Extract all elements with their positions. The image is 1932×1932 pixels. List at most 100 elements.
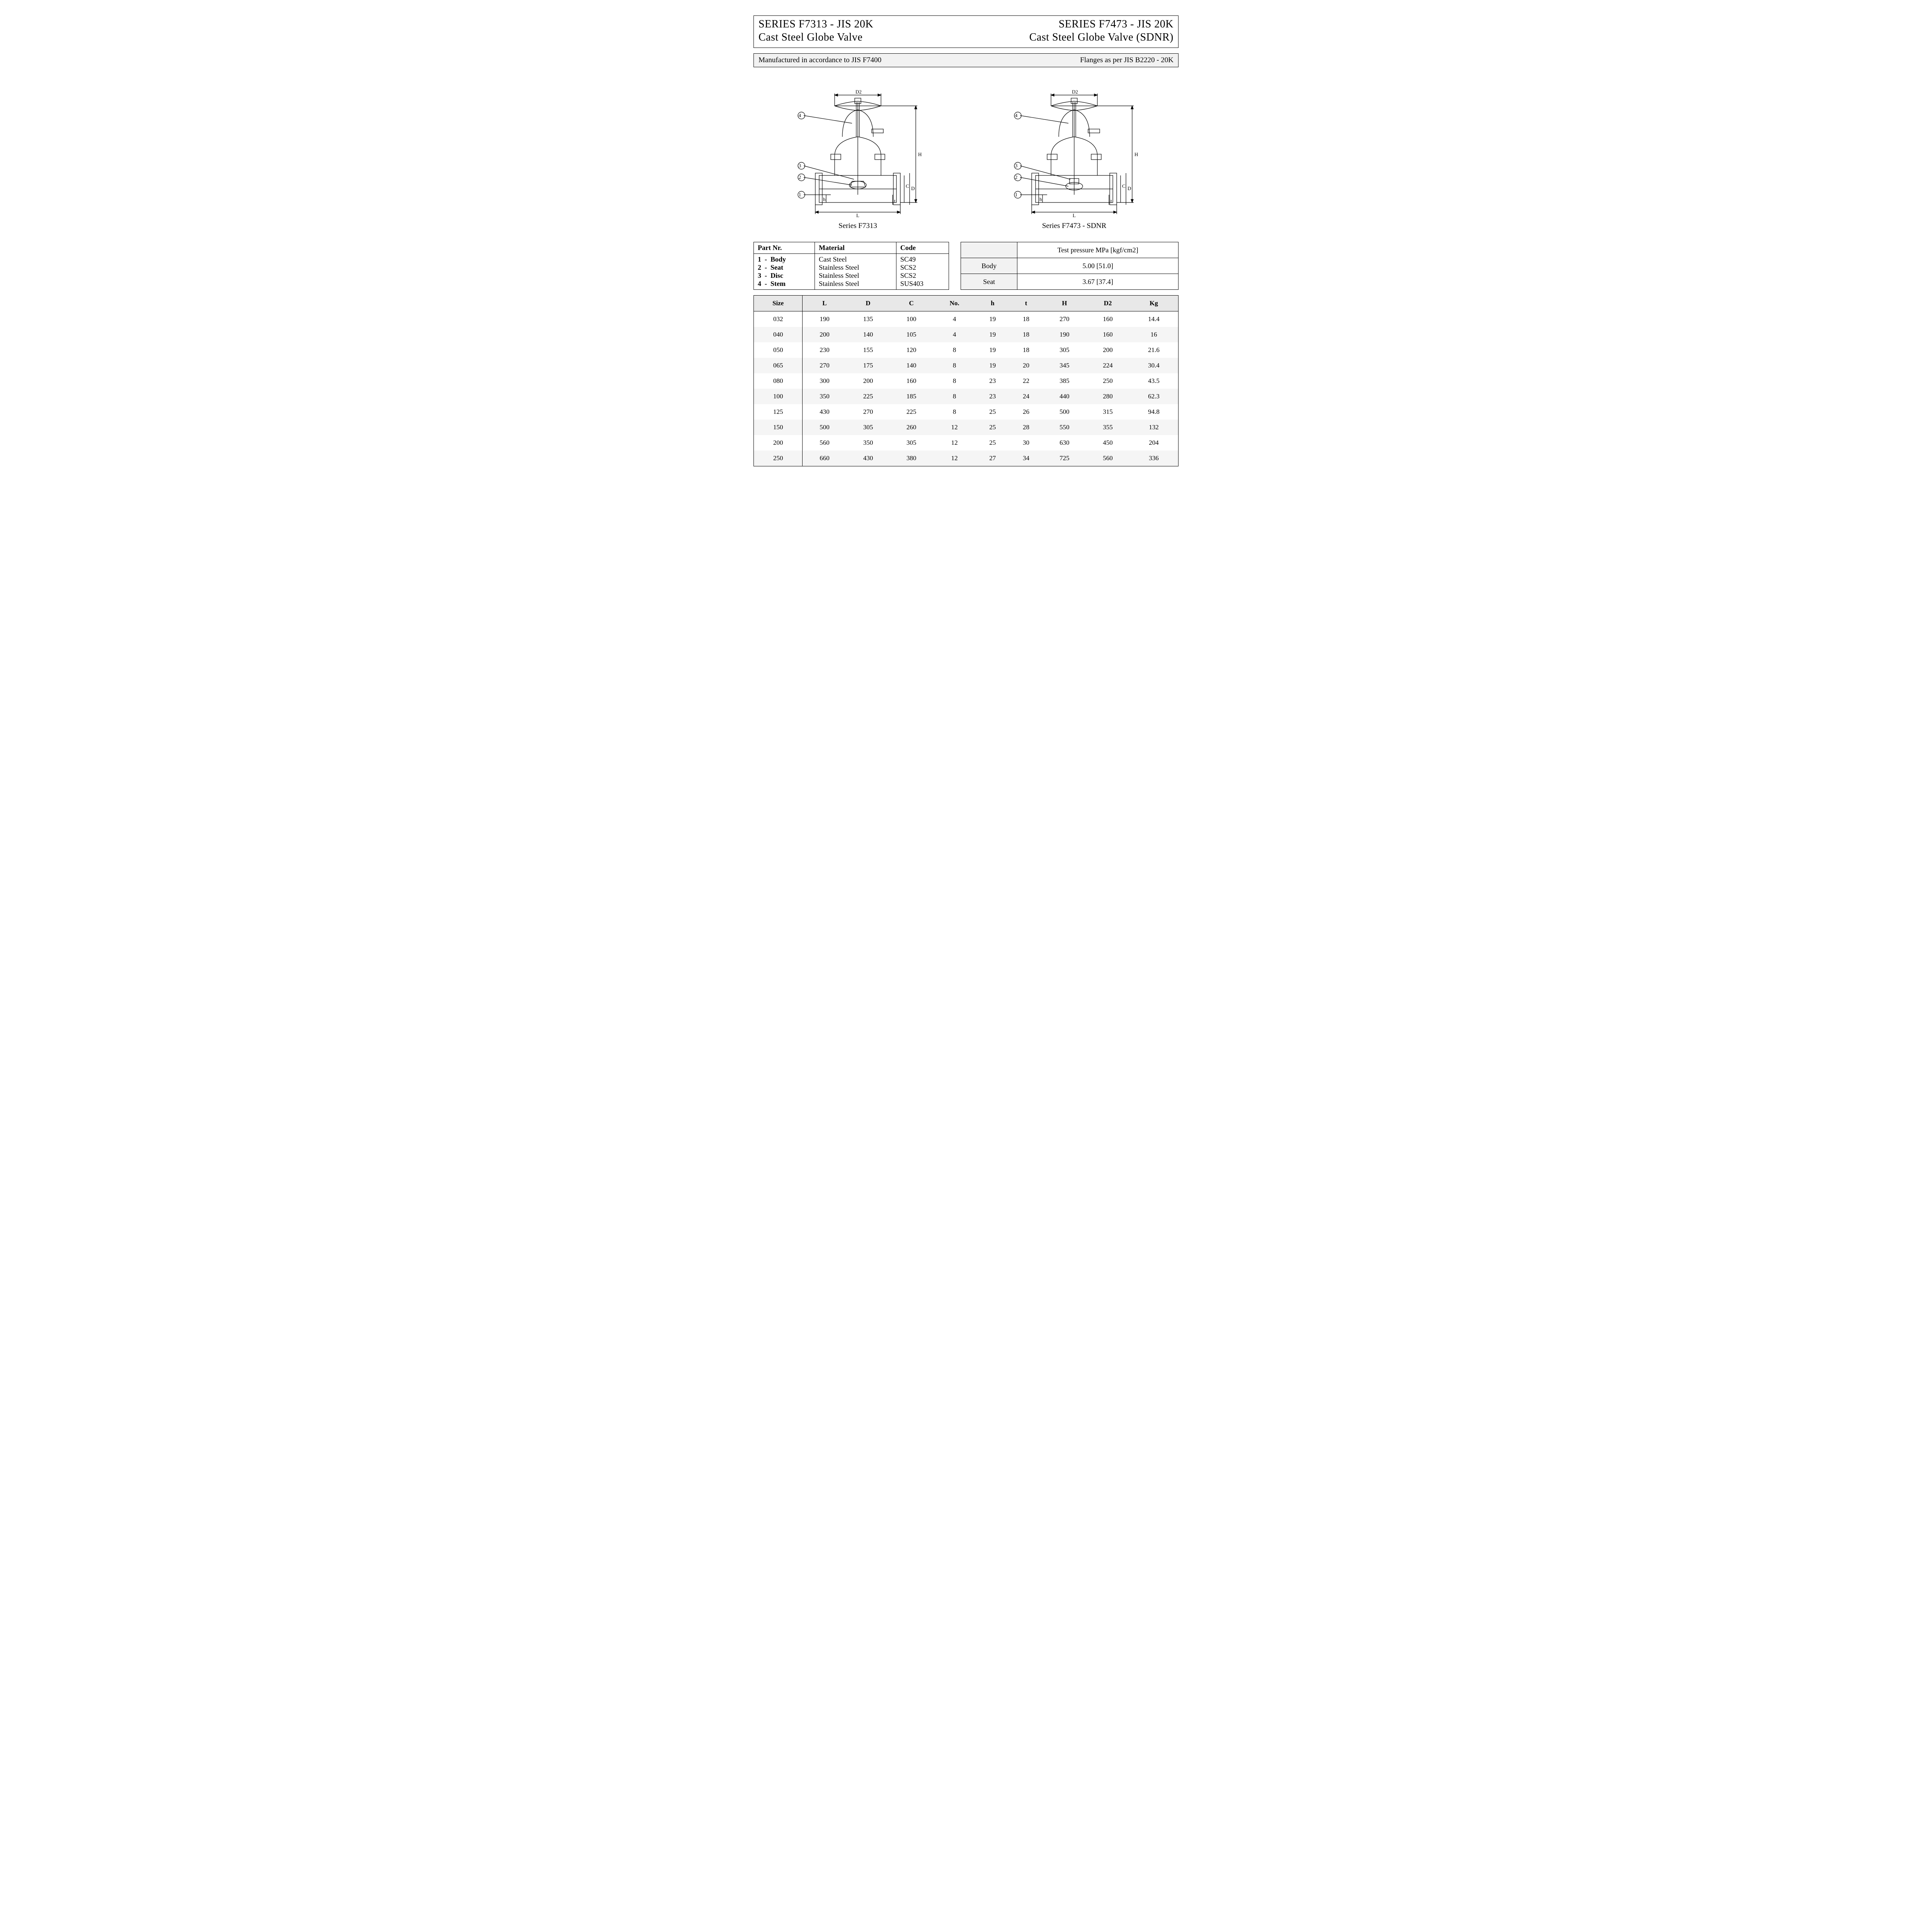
dim-cell: 12 bbox=[933, 435, 976, 451]
materials-table: Part Nr. Material Code 1 - Body2 - Seat3… bbox=[753, 242, 949, 290]
dim-cell: 380 bbox=[890, 451, 933, 466]
dim-cell: 25 bbox=[976, 435, 1009, 451]
dim-cell: 160 bbox=[1086, 311, 1129, 327]
dim-cell: 100 bbox=[754, 389, 803, 404]
drawing-left: D2 L H C D h t 4 3 2 1 Series F7313 bbox=[753, 79, 962, 238]
test-pressure-table: Test pressure MPa [kgf/cm2] Body 5.00 [5… bbox=[961, 242, 1179, 290]
dim-cell: 560 bbox=[803, 435, 847, 451]
dim-hdr-t: t bbox=[1009, 296, 1043, 311]
mid-tables-row: Part Nr. Material Code 1 - Body2 - Seat3… bbox=[753, 242, 1179, 290]
mat-hdr-material: Material bbox=[815, 242, 896, 254]
dim-cell: 43.5 bbox=[1129, 373, 1178, 389]
dim-cell: 280 bbox=[1086, 389, 1129, 404]
dim-header-row: SizeLDCNo.htHD2Kg bbox=[754, 296, 1179, 311]
dim-cell: 355 bbox=[1086, 420, 1129, 435]
dim-cell: 18 bbox=[1009, 327, 1043, 342]
dim-cell: 19 bbox=[976, 358, 1009, 373]
dim-cell: 065 bbox=[754, 358, 803, 373]
dim-cell: 430 bbox=[803, 404, 847, 420]
mat-hdr-part: Part Nr. bbox=[754, 242, 815, 254]
dim-cell: 315 bbox=[1086, 404, 1129, 420]
title-right-line1: SERIES F7473 - JIS 20K bbox=[1029, 18, 1173, 31]
dim-cell: 270 bbox=[847, 404, 890, 420]
dim-cell: 30.4 bbox=[1129, 358, 1178, 373]
dim-cell: 120 bbox=[890, 342, 933, 358]
dim-cell: 26 bbox=[1009, 404, 1043, 420]
dim-hdr-no.: No. bbox=[933, 296, 976, 311]
dim-cell: 200 bbox=[803, 327, 847, 342]
table-row: 0402001401054191819016016 bbox=[754, 327, 1179, 342]
dim-cell: 23 bbox=[976, 389, 1009, 404]
dim-cell: 560 bbox=[1086, 451, 1129, 466]
dim-cell: 18 bbox=[1009, 311, 1043, 327]
dim-cell: 450 bbox=[1086, 435, 1129, 451]
dim-cell: 34 bbox=[1009, 451, 1043, 466]
dim-cell: 080 bbox=[754, 373, 803, 389]
dim-cell: 305 bbox=[847, 420, 890, 435]
dim-cell: 230 bbox=[803, 342, 847, 358]
dim-cell: 4 bbox=[933, 327, 976, 342]
callout-4: 4 bbox=[799, 112, 801, 118]
mat-parts: 1 - Body2 - Seat3 - Disc4 - Stem bbox=[754, 254, 815, 290]
dim-cell: 160 bbox=[890, 373, 933, 389]
dim-cell: 22 bbox=[1009, 373, 1043, 389]
dim-cell: 185 bbox=[890, 389, 933, 404]
dim-hdr-h: H bbox=[1043, 296, 1086, 311]
press-empty bbox=[961, 242, 1017, 258]
dim-cell: 300 bbox=[803, 373, 847, 389]
dim-cell: 270 bbox=[803, 358, 847, 373]
dim-cell: 050 bbox=[754, 342, 803, 358]
dim-cell: 16 bbox=[1129, 327, 1178, 342]
press-header: Test pressure MPa [kgf/cm2] bbox=[1017, 242, 1179, 258]
table-row: 250660430380122734725560336 bbox=[754, 451, 1179, 466]
svg-text:1: 1 bbox=[1015, 192, 1018, 197]
drawing-right-caption: Series F7473 - SDNR bbox=[1042, 222, 1106, 230]
dim-cell: 345 bbox=[1043, 358, 1086, 373]
dim-cell: 660 bbox=[803, 451, 847, 466]
drawings-row: D2 L H C D h t 4 3 2 1 Series F7313 bbox=[753, 79, 1179, 238]
dim-cell: 385 bbox=[1043, 373, 1086, 389]
dim-hdr-kg: Kg bbox=[1129, 296, 1178, 311]
dim-cell: 8 bbox=[933, 342, 976, 358]
svg-text:H: H bbox=[1134, 151, 1138, 157]
title-left: SERIES F7313 - JIS 20K Cast Steel Globe … bbox=[759, 18, 873, 44]
press-body-value: 5.00 [51.0] bbox=[1017, 258, 1179, 274]
dim-cell: 430 bbox=[847, 451, 890, 466]
table-row: 0502301551208191830520021.6 bbox=[754, 342, 1179, 358]
table-row: 0321901351004191827016014.4 bbox=[754, 311, 1179, 327]
dim-cell: 12 bbox=[933, 420, 976, 435]
dim-cell: 350 bbox=[847, 435, 890, 451]
dim-cell: 190 bbox=[803, 311, 847, 327]
table-row: 0803002001608232238525043.5 bbox=[754, 373, 1179, 389]
dim-cell: 19 bbox=[976, 311, 1009, 327]
note-right: Flanges as per JIS B2220 - 20K bbox=[1080, 56, 1173, 65]
dim-cell: 725 bbox=[1043, 451, 1086, 466]
dim-cell: 500 bbox=[1043, 404, 1086, 420]
press-body-label: Body bbox=[961, 258, 1017, 274]
title-right-line2: Cast Steel Globe Valve (SDNR) bbox=[1029, 31, 1173, 44]
dim-hdr-l: L bbox=[803, 296, 847, 311]
svg-text:t: t bbox=[1111, 198, 1112, 204]
dim-cell: 200 bbox=[847, 373, 890, 389]
callout-3: 3 bbox=[799, 163, 801, 168]
table-row: 1003502251858232444028062.3 bbox=[754, 389, 1179, 404]
dim-hdr-h: h bbox=[976, 296, 1009, 311]
table-row: 150500305260122528550355132 bbox=[754, 420, 1179, 435]
dim-cell: 25 bbox=[976, 404, 1009, 420]
dim-h-label: H bbox=[918, 151, 922, 157]
dim-c-label: C bbox=[906, 183, 909, 189]
dim-cell: 350 bbox=[803, 389, 847, 404]
drawing-right: D2 L H C D h t 4 3 2 1 Series F7473 - SD… bbox=[970, 79, 1179, 238]
valve-diagram-f7313-icon: D2 L H C D h t 4 3 2 1 bbox=[777, 79, 939, 218]
dim-cell: 19 bbox=[976, 327, 1009, 342]
mat-materials: Cast SteelStainless SteelStainless Steel… bbox=[815, 254, 896, 290]
dim-cell: 305 bbox=[1043, 342, 1086, 358]
dimensions-table: SizeLDCNo.htHD2Kg 0321901351004191827016… bbox=[753, 295, 1179, 466]
dim-cell: 132 bbox=[1129, 420, 1178, 435]
press-seat-label: Seat bbox=[961, 274, 1017, 290]
valve-diagram-f7473-icon: D2 L H C D h t 4 3 2 1 bbox=[993, 79, 1155, 218]
dim-cell: 250 bbox=[754, 451, 803, 466]
dim-hdr-d: D bbox=[847, 296, 890, 311]
dim-cell: 200 bbox=[754, 435, 803, 451]
svg-text:2: 2 bbox=[1015, 174, 1018, 180]
